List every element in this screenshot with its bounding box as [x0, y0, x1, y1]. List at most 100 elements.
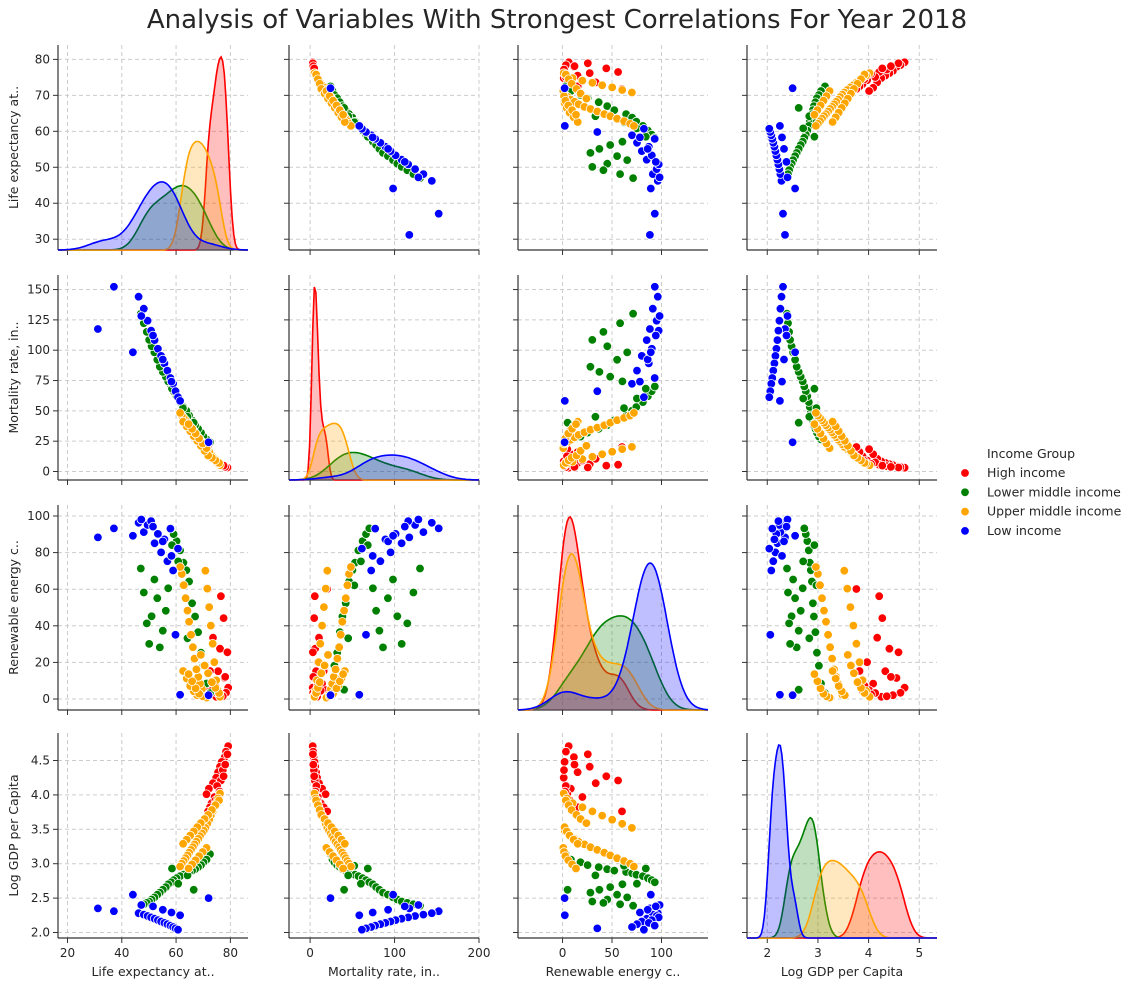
scatter-point: [366, 565, 376, 576]
scatter-point: [209, 657, 220, 667]
scatter-point: [781, 157, 792, 167]
scatter-point: [148, 330, 158, 341]
scatter-point: [794, 418, 804, 428]
scatter-point: [809, 131, 820, 142]
scatter-point: [790, 593, 800, 603]
scatter-point: [785, 639, 795, 649]
scatter-point: [598, 327, 609, 337]
scatter-point: [827, 417, 838, 427]
scatter-point: [788, 574, 798, 585]
y-tick-label: 40: [35, 619, 50, 633]
x-tick-label: 3: [814, 946, 822, 960]
scatter-point: [787, 690, 798, 700]
scatter-point: [651, 157, 661, 167]
scatter-point: [874, 591, 884, 601]
scatter-point: [165, 523, 176, 534]
scatter-point: [811, 562, 821, 572]
scatter-point: [202, 583, 213, 594]
scatter-point: [587, 452, 598, 462]
scatter-point: [583, 462, 593, 473]
panel-r2-c2: [513, 505, 709, 715]
scatter-point: [396, 538, 407, 549]
y-tick-label: 100: [27, 343, 50, 357]
scatter-point: [308, 759, 319, 770]
scatter-point: [767, 523, 778, 534]
scatter-point: [627, 379, 637, 389]
scatter-point: [413, 172, 424, 183]
scatter-point: [560, 910, 570, 921]
scatter-point: [585, 68, 595, 78]
scatter-point: [646, 890, 656, 900]
scatter-point: [148, 901, 158, 912]
kde-fill-low-income: [518, 563, 708, 710]
legend-marker: [960, 487, 970, 498]
scatter-point: [846, 660, 856, 671]
x-axis-label: Log GDP per Capita: [781, 964, 903, 979]
scatter-point: [319, 660, 330, 671]
scatter-point: [782, 172, 793, 183]
scatter-point: [645, 230, 655, 240]
scatter-point: [617, 376, 628, 387]
scatter-point: [635, 376, 645, 387]
scatter-point: [413, 900, 424, 910]
scatter-point: [639, 124, 649, 134]
scatter-point: [178, 839, 188, 849]
scatter-point: [617, 85, 627, 95]
panel-r0-c3: [742, 45, 937, 255]
scatter-point: [622, 155, 632, 165]
scatter-point: [605, 882, 615, 892]
scatter-point: [643, 905, 653, 915]
scatter-point: [787, 83, 798, 93]
y-tick-label: 25: [35, 434, 50, 448]
scatter-point: [139, 527, 149, 537]
scatter-point: [222, 647, 233, 658]
x-tick-label: 20: [60, 946, 75, 960]
y-tick-label: 60: [35, 124, 50, 138]
scatter-point: [149, 574, 160, 585]
scatter-point: [779, 536, 789, 547]
scatter-point: [374, 626, 385, 636]
scatter-point: [587, 78, 598, 88]
scatter-point: [809, 540, 820, 550]
scatter-point: [220, 672, 230, 682]
scatter-point: [200, 566, 211, 576]
scatter-point: [320, 789, 331, 799]
scatter-point: [427, 908, 437, 918]
y-tick-label: 150: [27, 283, 50, 297]
kde-line-upper-middle-income: [518, 552, 708, 711]
scatter-point: [798, 123, 808, 134]
scatter-point: [361, 630, 371, 640]
scatter-point: [167, 863, 177, 874]
scatter-point: [886, 462, 896, 472]
scatter-point: [343, 870, 353, 881]
scatter-point: [780, 230, 790, 240]
scatter-point: [607, 82, 617, 93]
y-tick-label: 80: [35, 546, 50, 560]
panel-r3-c2: 0 50 100 Renewable energy c..: [513, 733, 708, 979]
scatter-point: [825, 642, 835, 652]
y-tick-label: 20: [35, 655, 50, 669]
scatter-point: [571, 419, 581, 429]
scatter-point: [612, 355, 622, 365]
scatter-point: [340, 839, 350, 849]
scatter-point: [852, 677, 863, 687]
scatter-point: [868, 678, 878, 689]
y-tick-label: 80: [35, 52, 50, 66]
scatter-point: [560, 396, 570, 406]
scatter-point: [628, 309, 638, 319]
scatter-point: [354, 910, 365, 921]
scatter-point: [594, 862, 604, 872]
scatter-point: [632, 365, 642, 376]
scatter-point: [617, 806, 627, 817]
scatter-point: [188, 885, 199, 895]
scatter-point: [309, 771, 319, 782]
scatter-point: [383, 593, 393, 603]
scatter-point: [864, 86, 874, 96]
scatter-point: [581, 93, 592, 104]
scatter-point: [203, 893, 214, 903]
scatter-point: [609, 865, 620, 876]
scatter-point: [764, 124, 775, 134]
scatter-point: [629, 861, 639, 872]
scatter-point: [893, 647, 904, 658]
scatter-point: [175, 861, 185, 872]
